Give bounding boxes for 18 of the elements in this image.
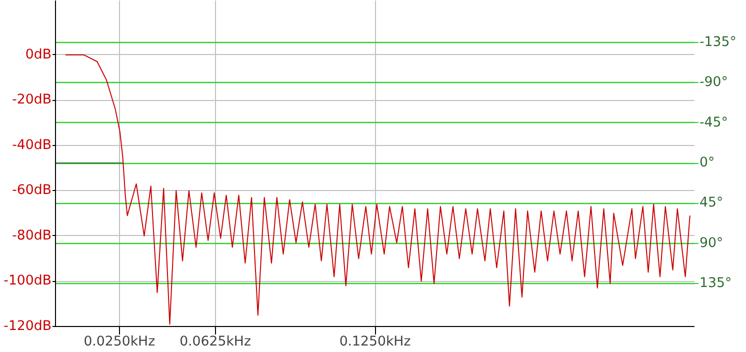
x-tick-label: 0.0250kHz xyxy=(84,334,156,350)
y-tick-label: -40dB xyxy=(12,138,52,153)
y2-tick-label: -90° xyxy=(700,75,728,90)
y-tick-label: -120dB xyxy=(4,319,52,334)
y-tick-label: -80dB xyxy=(12,228,52,244)
y2-tick-label: 0° xyxy=(700,156,715,171)
y2-tick-label: 45° xyxy=(700,196,724,211)
line-series xyxy=(64,54,690,325)
y2-tick-label: 90° xyxy=(700,236,724,251)
y-tick-label: 0dB xyxy=(25,47,52,62)
y2-tick-label: -135° xyxy=(700,34,736,50)
y-tick-label: -100dB xyxy=(4,274,52,289)
y2-tick-label: -45° xyxy=(700,115,728,130)
y-tick-label: -20dB xyxy=(12,92,52,108)
x-tick-label: 0.0625kHz xyxy=(180,334,251,350)
y-tick-label: -60dB xyxy=(12,183,52,198)
x-tick-label: 0.1250kHz xyxy=(339,334,411,350)
y2-tick-label: 135° xyxy=(700,276,732,292)
